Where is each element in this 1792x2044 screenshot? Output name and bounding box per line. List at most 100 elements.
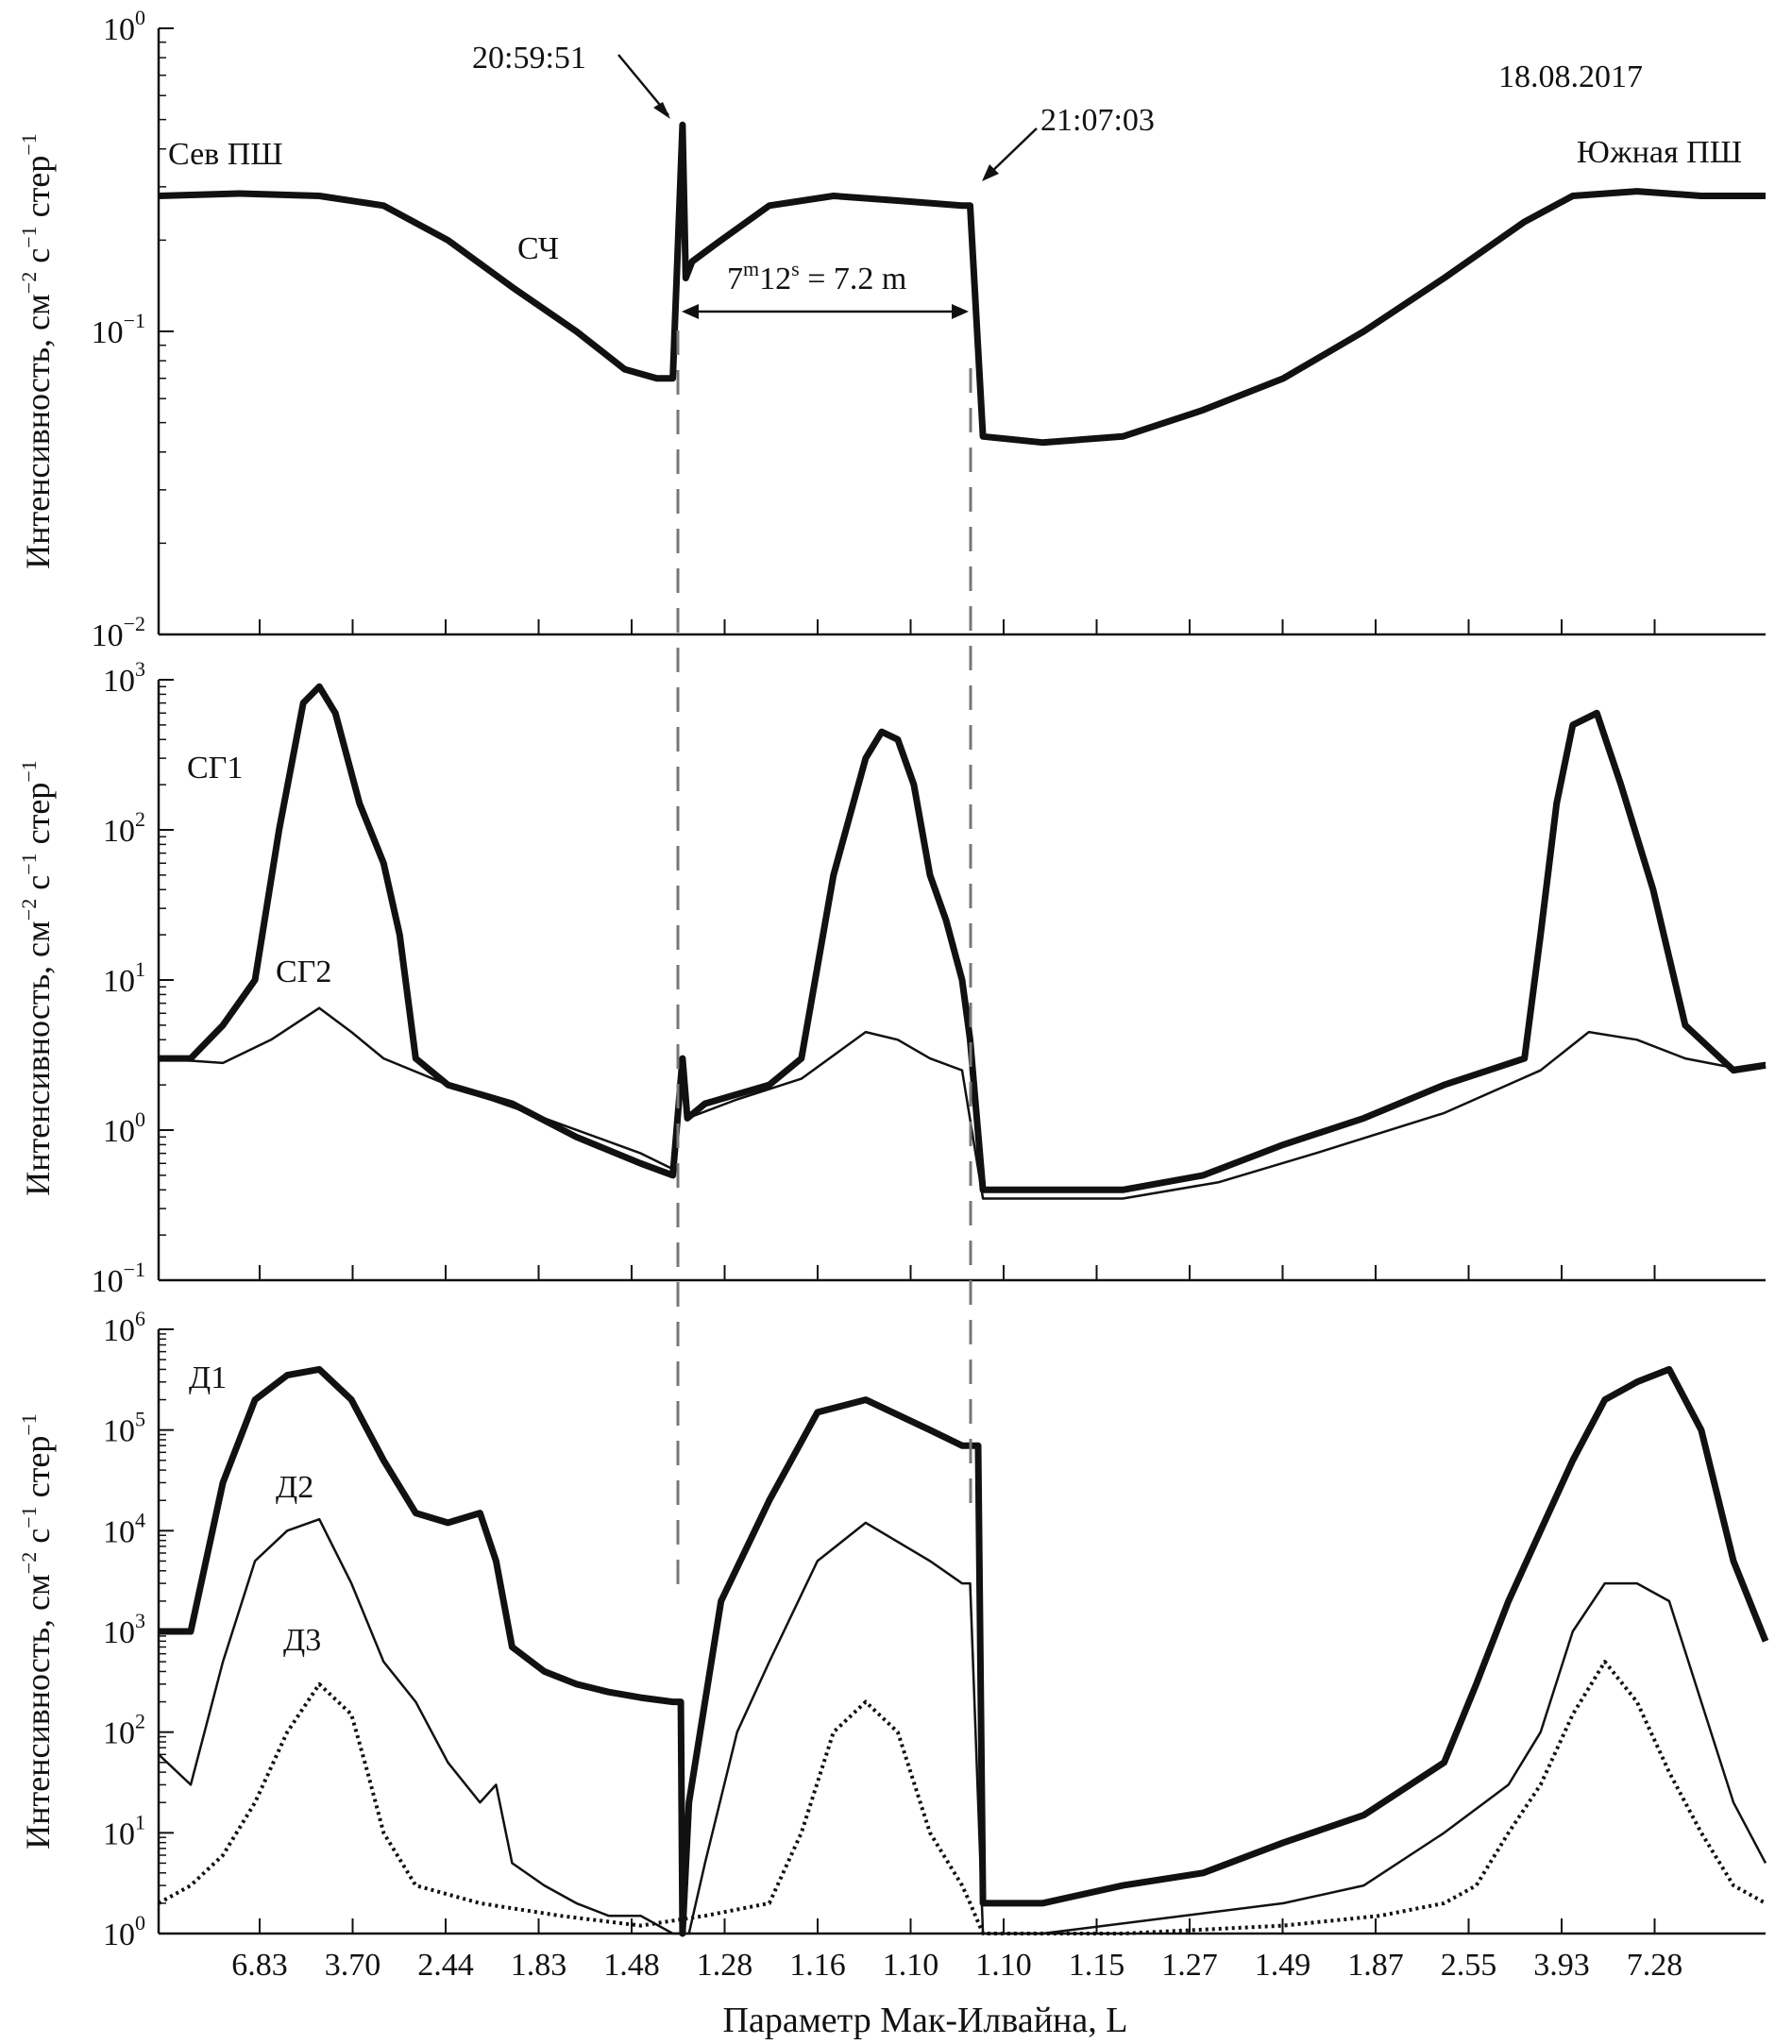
y-tick-exp: 0 [135, 6, 145, 29]
arrow-head-time-2 [982, 164, 999, 181]
y-tick-exp: 0 [135, 1107, 145, 1131]
y-tick-base: 10 [103, 1716, 135, 1751]
x-tick-label: 2.44 [417, 1948, 474, 1983]
series-line-СГ1 [159, 683, 1767, 1193]
y-tick-label: 105 [103, 1408, 145, 1449]
ylabel-exp-1: −2 [17, 272, 41, 294]
ylabel-exp-1: −2 [17, 1552, 41, 1574]
panel-sch-x-ticks [259, 619, 1656, 634]
interval-min: 7 [727, 262, 743, 296]
x-tick-label: 6.83 [231, 1948, 288, 1983]
ylabel-ster: стер [19, 1436, 57, 1507]
x-tick-label: 1.10 [975, 1948, 1032, 1983]
ylabel-ster: стер [19, 156, 57, 227]
ylabel-main: Интенсивность, см [19, 921, 57, 1196]
y-tick-label: 100 [103, 6, 145, 47]
ylabel-s: с [19, 248, 57, 272]
x-tick-labels: 6.83 3.70 2.44 1.83 1.48 1.28 1.16 1.10 1.10 1.15… [231, 1948, 1682, 1983]
y-tick-label: 102 [103, 807, 145, 849]
y-tick-base: 10 [92, 618, 124, 653]
y-tick-base: 10 [103, 12, 135, 47]
y-tick-base: 10 [103, 1816, 135, 1851]
ylabel-exp-3: −1 [17, 1413, 41, 1435]
ylabel-exp-3: −1 [17, 133, 41, 155]
ylabel-s: с [19, 1529, 57, 1552]
y-tick-exp: −1 [124, 1258, 145, 1281]
x-tick-label: 1.16 [789, 1948, 846, 1983]
series-line-Д2 [158, 1517, 1767, 1935]
label-interval: 7m12s = 7.2 m [727, 257, 906, 296]
y-tick-base: 10 [103, 1313, 135, 1348]
x-tick-label: 1.87 [1347, 1948, 1404, 1983]
panel-d-series [158, 1365, 1769, 1937]
y-tick-label: 10−1 [92, 1258, 145, 1299]
series-line-СГ2 [158, 1006, 1767, 1200]
y-tick-base: 10 [92, 1264, 124, 1299]
y-tick-exp: 0 [135, 1911, 145, 1934]
x-tick-label: 3.70 [325, 1948, 381, 1983]
series-line-Д3 [158, 1660, 1767, 1935]
y-tick-exp: 2 [135, 1710, 145, 1733]
panel-sg-series [158, 683, 1767, 1200]
y-tick-exp: 3 [135, 657, 145, 681]
arrow-time-2 [987, 127, 1038, 177]
y-tick-base: 10 [103, 1917, 135, 1952]
ylabel-main: Интенсивность, см [19, 1574, 57, 1850]
x-tick-label: 7.28 [1627, 1948, 1683, 1983]
y-tick-label: 101 [103, 957, 145, 999]
y-tick-exp: −2 [124, 612, 145, 635]
ylabel-s: с [19, 875, 57, 899]
y-tick-label: 103 [103, 657, 145, 699]
y-tick-base: 10 [103, 1615, 135, 1650]
y-tick-label: 100 [103, 1911, 145, 1952]
x-tick-label: 1.15 [1069, 1948, 1125, 1983]
y-axis-label-panel-sg: Интенсивность, см−2 с−1 стер−1 [17, 760, 57, 1196]
x-tick-label: 3.93 [1533, 1948, 1590, 1983]
y-tick-label: 104 [103, 1508, 145, 1549]
ylabel-exp-2: −1 [17, 853, 41, 874]
y-tick-base: 10 [103, 1514, 135, 1549]
label-north-pz: Сев ПШ [168, 137, 283, 172]
y-tick-exp: 6 [135, 1307, 145, 1330]
x-tick-label: 1.28 [697, 1948, 753, 1983]
label-sch: СЧ [517, 231, 559, 266]
interval-arrow-head-left [682, 304, 699, 319]
label-d2: Д2 [276, 1470, 313, 1505]
ylabel-exp-2: −1 [17, 226, 41, 247]
y-tick-label: 106 [103, 1307, 145, 1348]
y-tick-base: 10 [103, 1114, 135, 1149]
interval-m-sup: m [743, 257, 759, 280]
label-date: 18.08.2017 [1498, 59, 1643, 94]
series-line-СЧ [158, 121, 1766, 447]
label-sg2: СГ2 [276, 954, 331, 989]
panel-sg-x-ticks [259, 1265, 1656, 1280]
x-axis-label: Параметр Мак-Илвайна, L [723, 2001, 1128, 2040]
y-axis-label-panel-d: Интенсивность, см−2 с−1 стер−1 [17, 1413, 57, 1850]
y-tick-label: 101 [103, 1810, 145, 1851]
ylabel-main: Интенсивность, см [19, 294, 57, 569]
y-tick-base: 10 [92, 315, 124, 350]
ylabel-exp-1: −2 [17, 899, 41, 921]
ylabel-exp-2: −1 [17, 1506, 41, 1528]
y-tick-exp: 1 [135, 957, 145, 981]
y-tick-base: 10 [103, 814, 135, 849]
y-tick-label: 102 [103, 1710, 145, 1751]
label-south-pz: Южная ПШ [1577, 135, 1742, 170]
y-tick-base: 10 [103, 1414, 135, 1449]
y-tick-base: 10 [103, 664, 135, 699]
y-tick-exp: 5 [135, 1408, 145, 1431]
y-tick-base: 10 [103, 964, 135, 999]
arrow-head-time-1 [653, 102, 670, 119]
y-tick-label: 100 [103, 1107, 145, 1149]
y-tick-label: 10−2 [92, 612, 145, 653]
x-tick-label: 1.48 [603, 1948, 660, 1983]
interval-sec: 12 [759, 262, 791, 296]
